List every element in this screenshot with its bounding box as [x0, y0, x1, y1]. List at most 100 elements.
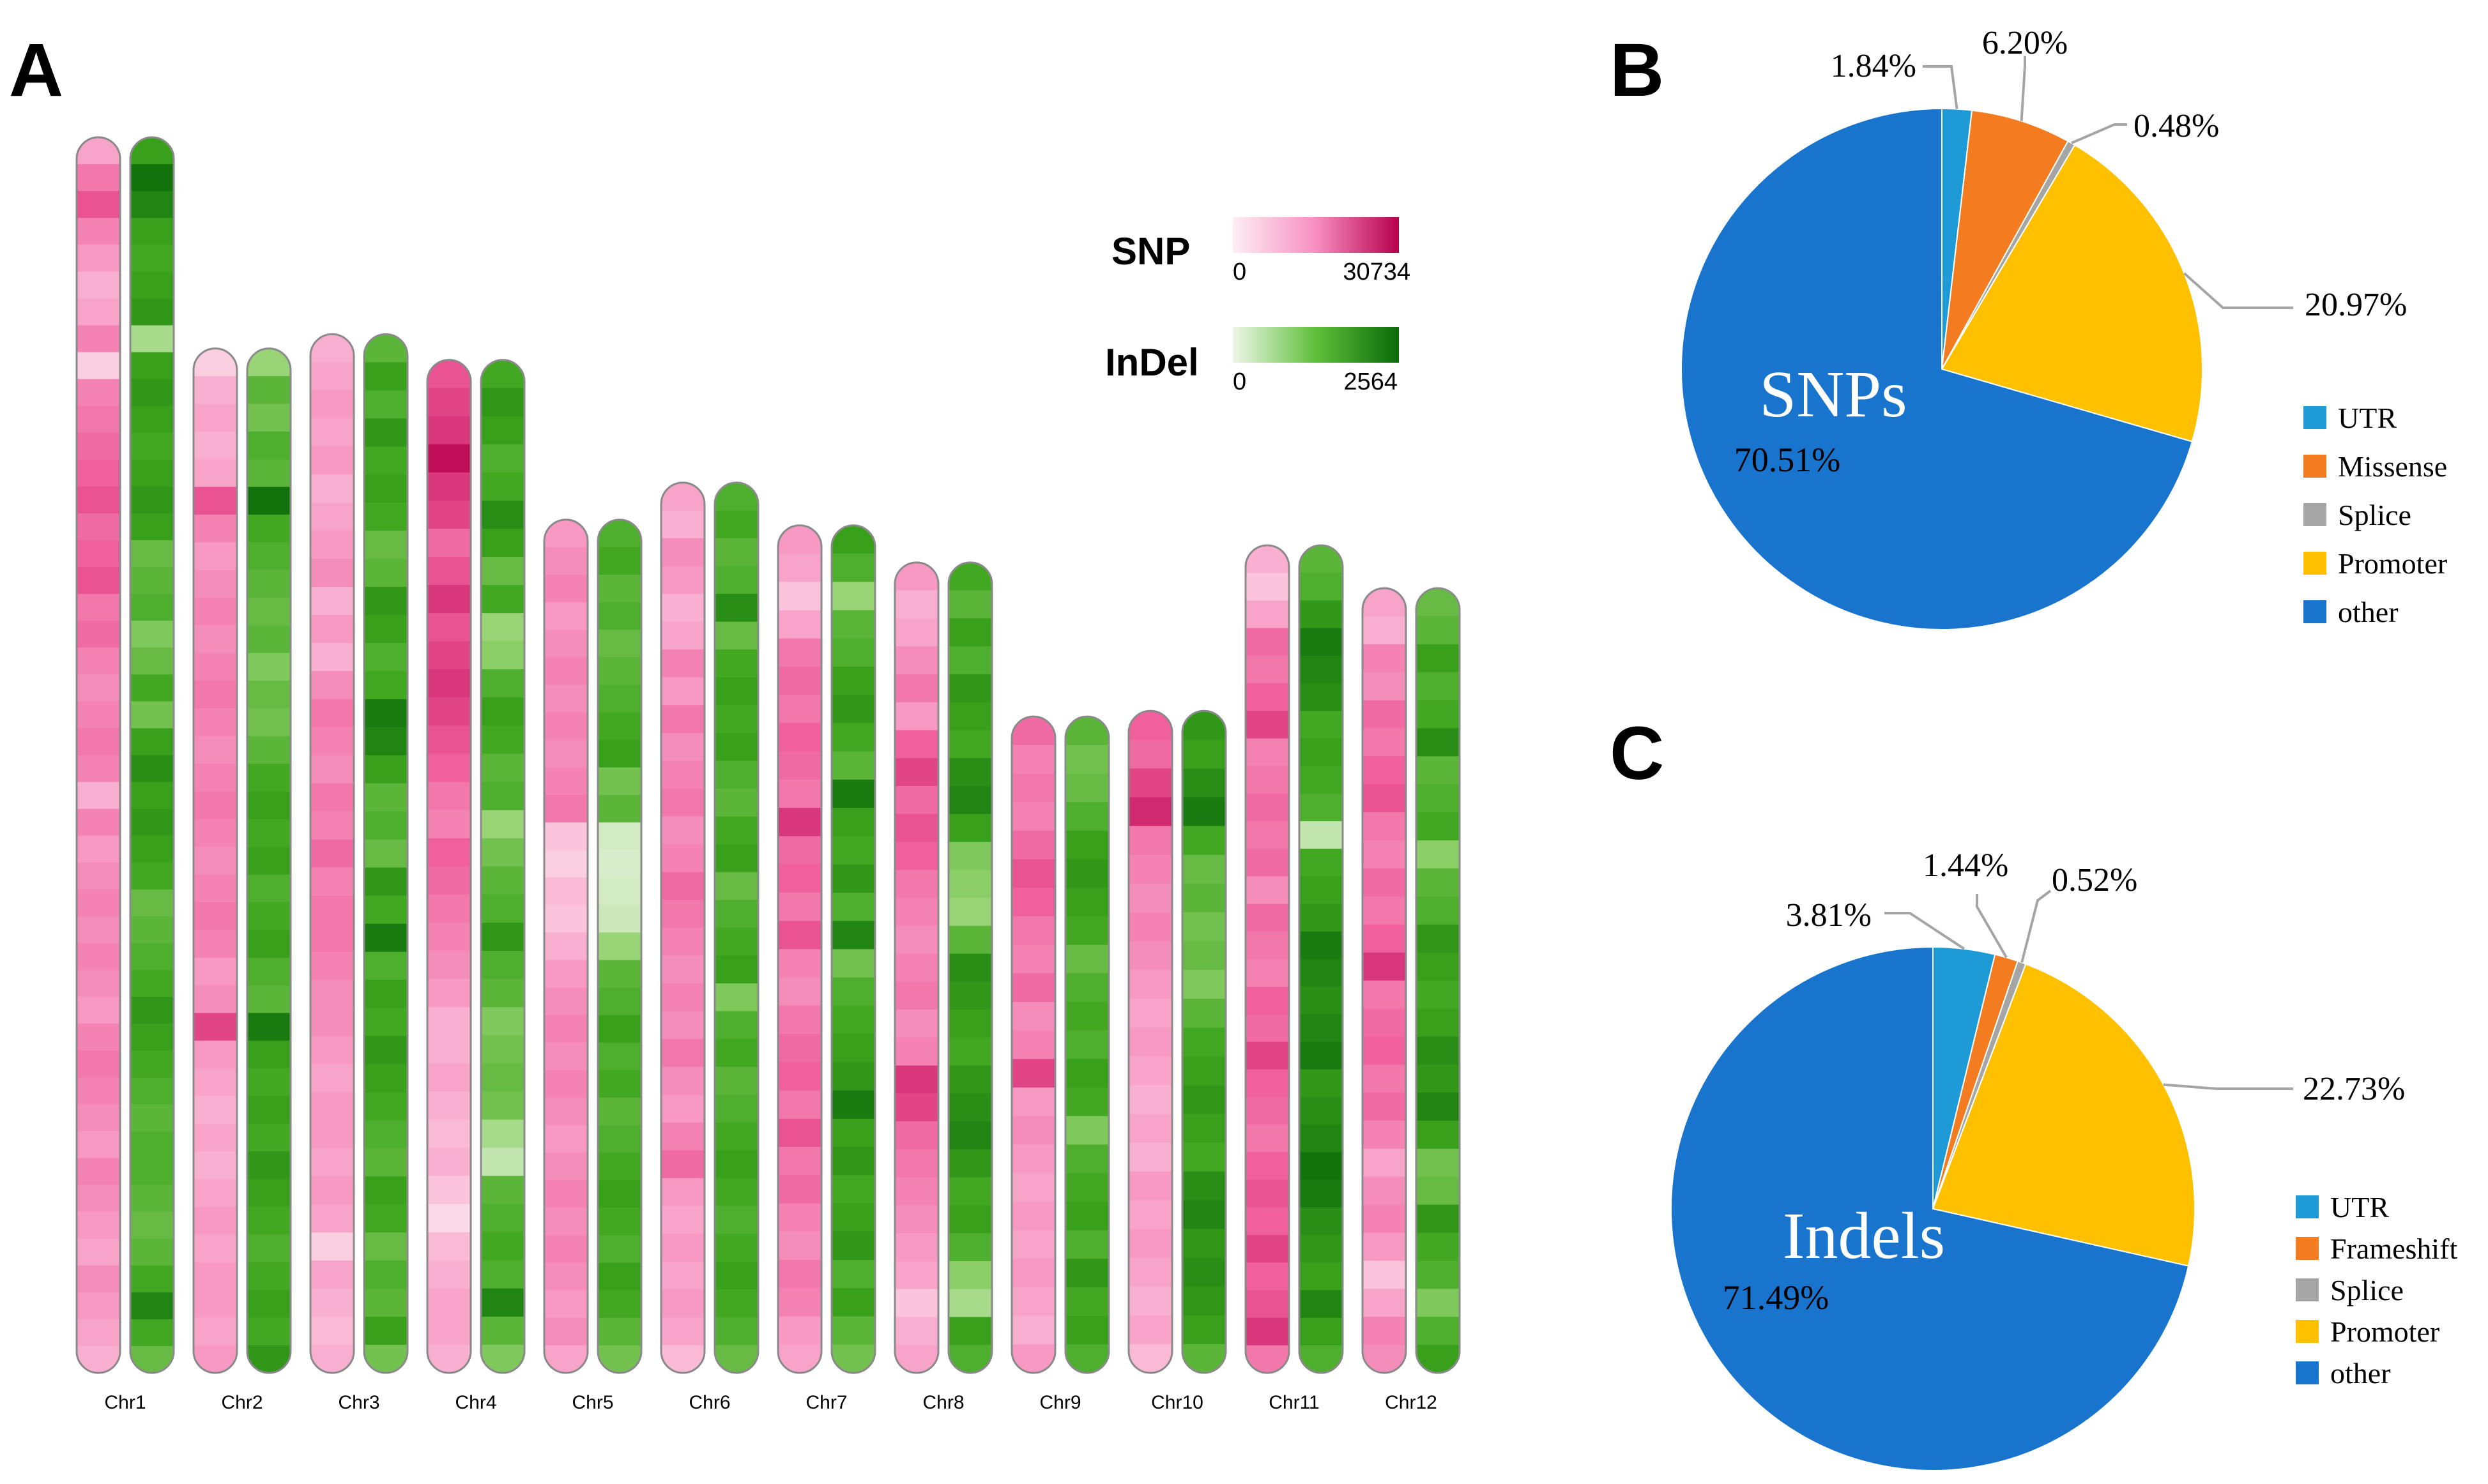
indel-density-bin [481, 697, 524, 727]
indel-density-bin [1065, 830, 1109, 860]
snp-density-bin [77, 889, 120, 917]
snp-density-bin [544, 602, 588, 631]
snp-density-bin [310, 1064, 354, 1093]
indel-density-bin [364, 1261, 408, 1289]
snp-density-bin [1129, 912, 1172, 942]
indel-density-bin [1065, 716, 1109, 746]
snp-density-bin [1362, 840, 1406, 869]
snp-density-bin [661, 1206, 705, 1234]
indel-density-bin [1299, 1179, 1343, 1208]
pie-data-label: 0.52% [2052, 862, 2137, 898]
indel-density-bin [1065, 1116, 1109, 1146]
indel-density-bin [715, 1261, 758, 1291]
indel-density-bin [1182, 1114, 1226, 1144]
chromosome-label: Chr5 [572, 1392, 613, 1413]
indel-density-bin [1182, 969, 1226, 999]
indel-density-bin [949, 674, 992, 703]
indel-density-bin [1299, 1262, 1343, 1291]
snp-density-bin [194, 930, 237, 958]
indel-density-bin [715, 732, 758, 762]
indel-density-bin [1182, 711, 1226, 741]
snp-density-bin [895, 925, 938, 955]
indel-density-bin [481, 1176, 524, 1205]
snp-density-bin [194, 404, 237, 432]
indel-density-bin [715, 816, 758, 845]
snp-density-bin [77, 245, 120, 273]
snp-density-bin [895, 758, 938, 787]
snp-density-bin [77, 594, 120, 621]
chromosome-outline [1011, 715, 1057, 1374]
indel-density-bin [1299, 628, 1343, 656]
indel-density-bin [364, 446, 408, 475]
indel-density-bin [715, 955, 758, 984]
indel-density-bin [598, 1042, 641, 1071]
indel-density-bin [832, 977, 875, 1006]
indel-density-bin [481, 528, 524, 557]
snp-density-bin [427, 1260, 471, 1289]
indel-density-bin [247, 819, 291, 847]
snp-density-bin [310, 418, 354, 448]
snp-density-bin [1362, 616, 1406, 645]
indel-density-bin [949, 730, 992, 759]
snp-density-bin [661, 1317, 705, 1346]
indel-density-bin [715, 1122, 758, 1151]
indel-density-bin [1416, 700, 1460, 729]
snp-density-bin [895, 562, 938, 591]
snp-density-bin [544, 1125, 588, 1153]
snp-density-bin [1246, 1207, 1289, 1236]
snp-density-bin [310, 699, 354, 728]
indel-density-bin [715, 1066, 758, 1096]
indel-density-bin [832, 836, 875, 865]
snp-density-bin [77, 513, 120, 541]
snp-density-bin [895, 953, 938, 983]
indel-density-bin [832, 1288, 875, 1317]
indel-density-bin [715, 1345, 758, 1373]
indel-density-bin [1299, 600, 1343, 629]
snp-density-bin [1362, 1204, 1406, 1234]
indel-density-bin [1065, 1030, 1109, 1060]
indel-density-bin [130, 889, 174, 917]
snp-density-bin [895, 870, 938, 898]
snp-density-bin [194, 514, 237, 543]
snp-density-bin [77, 1319, 120, 1347]
snp-density-bin [661, 594, 705, 623]
indel-density-bin [949, 1233, 992, 1262]
indel-density-bin [1416, 1232, 1460, 1262]
snp-density-bin [895, 785, 938, 815]
chr3-snp-track [309, 333, 355, 1374]
indel-density-bin [1416, 756, 1460, 785]
indel-density-bin [481, 810, 524, 839]
snp-density-bin [544, 905, 588, 934]
pie-data-label: 6.20% [1982, 25, 2068, 61]
indel-density-bin [715, 1234, 758, 1262]
indel-density-bin [598, 657, 641, 686]
indel-density-bin [949, 618, 992, 647]
indel-density-bin [130, 245, 174, 273]
indel-density-bin [130, 164, 174, 192]
leader-line [1884, 912, 1965, 950]
snp-density-bin [778, 666, 821, 696]
snp-density-bin [77, 1158, 120, 1186]
snp-density-bin [1012, 1087, 1055, 1117]
legend-item-missense: Missense [2303, 450, 2447, 483]
chromosome-outline [192, 347, 238, 1374]
snp-density-bin [1129, 1114, 1172, 1144]
indel-density-bin [130, 191, 174, 218]
legend-label: UTR [2338, 402, 2397, 434]
snp-density-bin [1362, 644, 1406, 673]
indel-density-bin [247, 1234, 291, 1263]
snp-density-bin [310, 1148, 354, 1177]
snp-density-bin [1129, 797, 1172, 827]
snp-density-bin [194, 653, 237, 681]
indel-density-bin [715, 1011, 758, 1040]
indel-density-bin [1299, 821, 1343, 850]
indel-density-bin [832, 666, 875, 696]
snp-density-bin [778, 977, 821, 1006]
leader-line [1976, 894, 2008, 958]
snp-density-bin [310, 670, 354, 700]
snp-density-bin [310, 1008, 354, 1037]
indel-density-bin [832, 1118, 875, 1147]
snp-density-bin [427, 725, 471, 755]
snp-density-bin [544, 877, 588, 906]
indel-density-bin [832, 751, 875, 780]
